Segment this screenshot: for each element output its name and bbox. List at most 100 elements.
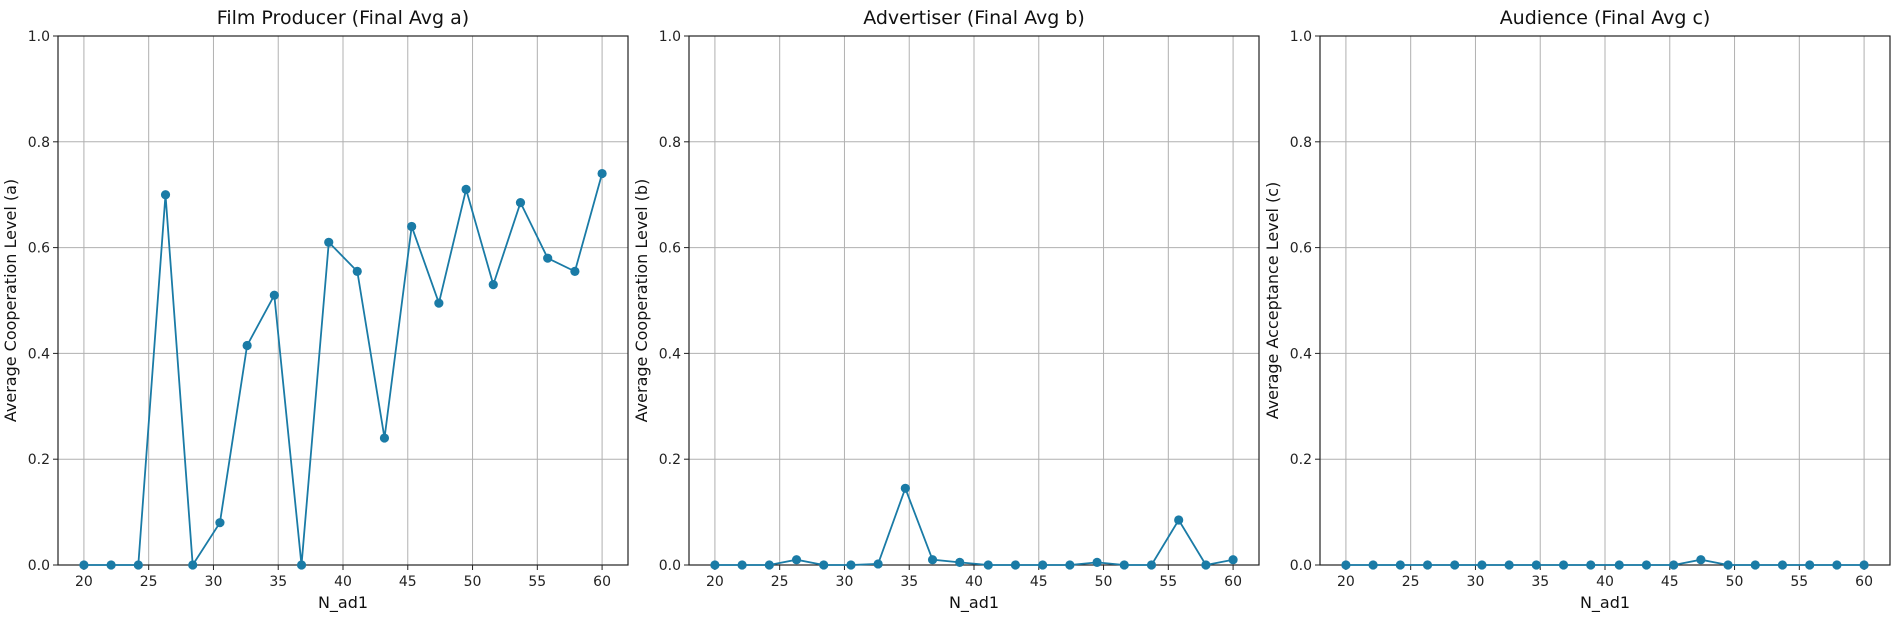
- data-point: [1558, 560, 1569, 570]
- data-point: [1038, 560, 1048, 570]
- data-point: [927, 555, 938, 565]
- data-point: [1859, 560, 1869, 570]
- data-point: [1531, 560, 1541, 570]
- y-tick-label: 0.8: [28, 135, 50, 151]
- data-point: [819, 560, 829, 570]
- x-tick-label: 30: [205, 574, 223, 590]
- data-point: [1696, 555, 1706, 565]
- y-tick-label: 0.2: [28, 452, 50, 468]
- x-tick-label: 25: [1402, 574, 1420, 590]
- x-tick-label: 40: [334, 574, 352, 590]
- y-tick-label: 0.4: [659, 346, 681, 362]
- x-tick-label: 25: [140, 574, 158, 590]
- data-point: [188, 560, 198, 570]
- data-point: [1146, 560, 1157, 570]
- x-tick-label: 55: [1159, 574, 1177, 590]
- y-tick-label: 1.0: [659, 29, 681, 45]
- data-point: [215, 518, 225, 528]
- y-tick-label: 0.6: [28, 241, 50, 257]
- data-point: [269, 290, 279, 300]
- data-point: [737, 560, 747, 570]
- data-point: [1504, 560, 1514, 570]
- x-tick-label: 60: [593, 574, 611, 590]
- data-point: [1092, 557, 1102, 567]
- x-axis-label: N_ad1: [1580, 593, 1630, 613]
- x-tick-label: 20: [1337, 574, 1355, 590]
- data-point: [515, 198, 526, 208]
- data-point: [791, 555, 802, 565]
- y-tick-label: 0.2: [659, 452, 681, 468]
- x-axis-label: N_ad1: [949, 593, 999, 613]
- data-point: [1641, 560, 1652, 570]
- x-tick-label: 45: [1030, 574, 1048, 590]
- x-tick-label: 60: [1224, 574, 1242, 590]
- x-tick-label: 30: [836, 574, 854, 590]
- x-tick-label: 50: [1095, 574, 1113, 590]
- data-point: [1832, 560, 1842, 570]
- data-point: [1586, 560, 1596, 570]
- x-tick-label: 40: [965, 574, 983, 590]
- data-point: [1341, 560, 1351, 570]
- data-point: [1119, 560, 1129, 570]
- data-point: [983, 560, 993, 570]
- x-tick-label: 35: [269, 574, 287, 590]
- data-point: [1669, 560, 1679, 570]
- data-point: [1750, 560, 1760, 570]
- data-point: [1395, 560, 1405, 570]
- x-tick-label: 55: [1790, 574, 1808, 590]
- data-point: [296, 560, 307, 570]
- data-point: [79, 560, 89, 570]
- x-tick-label: 30: [1467, 574, 1485, 590]
- data-point: [597, 168, 607, 179]
- series-line: [83, 173, 603, 568]
- data-point: [955, 557, 965, 567]
- data-point: [1201, 560, 1211, 570]
- data-point: [1723, 560, 1733, 570]
- data-point: [900, 483, 910, 493]
- data-point: [160, 190, 171, 200]
- data-point: [1805, 560, 1815, 570]
- data-point: [379, 433, 390, 443]
- x-tick-label: 60: [1855, 574, 1873, 590]
- data-point: [434, 298, 444, 308]
- data-point: [1228, 555, 1238, 565]
- data-point: [543, 253, 553, 263]
- y-tick-label: 0.0: [28, 558, 50, 574]
- x-axis-label: N_ad1: [318, 593, 368, 613]
- x-tick-label: 20: [706, 574, 724, 590]
- chart-title: Audience (Final Avg c): [1500, 7, 1711, 29]
- data-point: [1174, 515, 1184, 525]
- chart-title: Film Producer (Final Avg a): [217, 7, 469, 29]
- chart-title: Advertiser (Final Avg b): [863, 7, 1085, 29]
- y-tick-label: 0.8: [1290, 135, 1312, 151]
- y-tick-label: 0.0: [1290, 558, 1312, 574]
- x-tick-label: 50: [464, 574, 482, 590]
- data-point: [1450, 560, 1460, 570]
- y-tick-label: 0.6: [1290, 241, 1312, 257]
- x-tick-label: 45: [1661, 574, 1679, 590]
- data-point: [846, 560, 856, 570]
- x-tick-label: 35: [1531, 574, 1549, 590]
- data-point: [407, 221, 417, 232]
- x-tick-label: 45: [399, 574, 417, 590]
- y-axis-label: Average Acceptance Level (c): [1263, 182, 1282, 420]
- data-point: [106, 560, 116, 570]
- y-tick-label: 0.4: [28, 346, 50, 362]
- data-point: [1368, 560, 1378, 570]
- x-tick-label: 35: [900, 574, 918, 590]
- y-axis-label: Average Cooperation Level (a): [1, 179, 20, 422]
- y-tick-label: 1.0: [28, 29, 50, 45]
- y-tick-label: 0.4: [1290, 346, 1312, 362]
- data-point: [488, 280, 498, 290]
- x-tick-label: 55: [528, 574, 546, 590]
- y-tick-label: 0.0: [659, 558, 681, 574]
- data-point: [1422, 560, 1433, 570]
- data-point: [352, 266, 362, 277]
- x-tick-label: 50: [1726, 574, 1744, 590]
- data-point: [242, 340, 252, 351]
- data-point: [1777, 560, 1788, 570]
- data-point: [764, 560, 774, 570]
- data-point: [1065, 560, 1075, 570]
- y-tick-label: 0.6: [659, 241, 681, 257]
